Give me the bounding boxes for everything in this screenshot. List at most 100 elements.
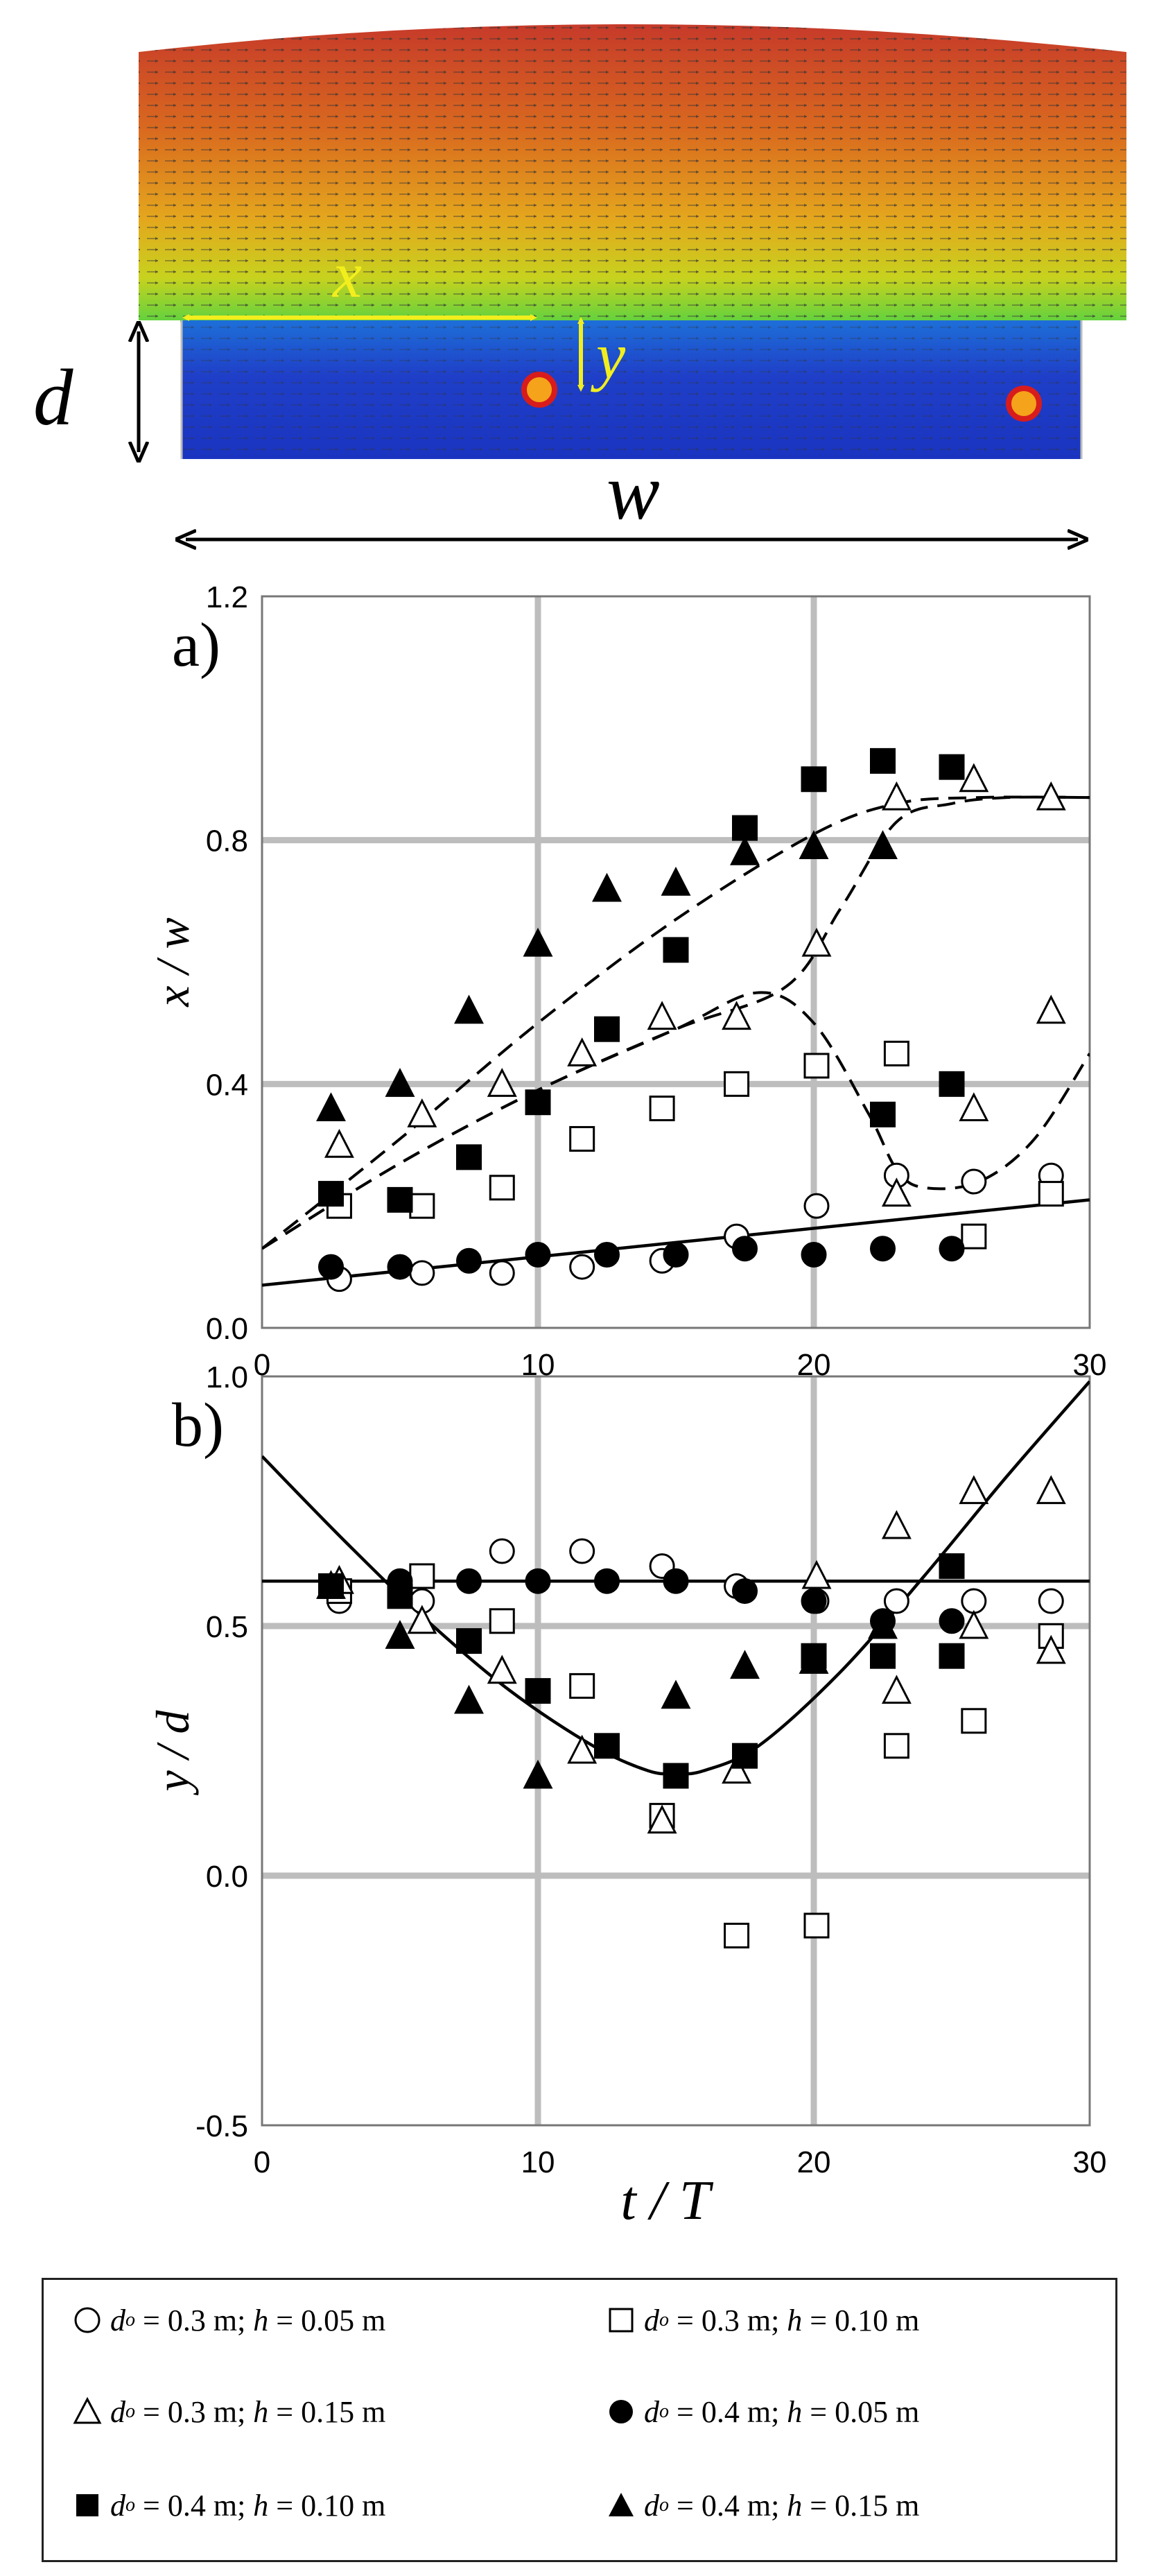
data-point bbox=[732, 1578, 758, 1605]
data-point bbox=[939, 1608, 965, 1634]
triangle-filled-marker-icon bbox=[609, 2493, 634, 2516]
dashed-trend-curve bbox=[262, 795, 1090, 1250]
data-point bbox=[1036, 1634, 1066, 1664]
data-point bbox=[569, 1125, 595, 1152]
data-point bbox=[722, 1001, 752, 1030]
data-point bbox=[663, 937, 689, 963]
w-label: w bbox=[607, 448, 660, 536]
data-point bbox=[801, 927, 832, 957]
series-triangle-filled bbox=[316, 1570, 898, 1789]
series-square-filled bbox=[318, 1553, 965, 1789]
data-point bbox=[661, 1679, 691, 1709]
data-point bbox=[961, 1168, 987, 1195]
plot-frame bbox=[261, 1375, 1091, 2127]
data-point bbox=[803, 1193, 830, 1219]
data-point bbox=[523, 1759, 553, 1789]
series-square-open bbox=[326, 1563, 1064, 1948]
data-point bbox=[730, 836, 760, 865]
data-point bbox=[525, 1089, 551, 1116]
data-point bbox=[387, 1186, 413, 1213]
data-point bbox=[722, 1754, 752, 1784]
y-axis-title: y / d bbox=[146, 1709, 199, 1795]
data-point bbox=[799, 1645, 829, 1674]
data-point bbox=[489, 1608, 515, 1634]
data-point bbox=[407, 1605, 437, 1634]
data-point bbox=[594, 1568, 620, 1594]
data-point bbox=[1036, 781, 1066, 811]
legend-d0-value: 0.4 m bbox=[167, 2488, 238, 2523]
data-point bbox=[407, 1098, 437, 1127]
data-point bbox=[489, 1538, 515, 1564]
data-point bbox=[1036, 1475, 1066, 1505]
data-point bbox=[525, 1242, 551, 1268]
x-tick-label: 10 bbox=[521, 2145, 555, 2179]
y-tick-label: 0.4 bbox=[206, 1068, 248, 1102]
data-point bbox=[961, 1588, 987, 1614]
data-point bbox=[959, 1475, 989, 1505]
data-point bbox=[959, 1609, 989, 1639]
data-point bbox=[939, 1643, 965, 1669]
data-point bbox=[881, 1510, 912, 1539]
data-point bbox=[594, 1733, 620, 1759]
legend-h-value: 0.15 m bbox=[301, 2394, 386, 2429]
data-point bbox=[961, 1708, 987, 1734]
data-point bbox=[883, 1588, 909, 1614]
y-label: y bbox=[591, 319, 626, 392]
panel-label: a) bbox=[172, 611, 220, 680]
data-point bbox=[870, 1236, 896, 1262]
data-point bbox=[724, 1922, 750, 1948]
data-point bbox=[318, 1254, 344, 1280]
data-point bbox=[569, 1254, 595, 1280]
data-point bbox=[525, 1568, 551, 1594]
data-point bbox=[870, 1643, 896, 1669]
y-tick-label: 0.5 bbox=[206, 1610, 248, 1644]
data-point bbox=[803, 1912, 830, 1939]
data-point bbox=[567, 1037, 598, 1066]
data-point bbox=[454, 1684, 484, 1714]
data-point bbox=[647, 1804, 677, 1834]
data-point bbox=[594, 1016, 620, 1042]
data-point bbox=[649, 1096, 675, 1121]
y-tick-label: 0.0 bbox=[206, 1312, 248, 1346]
data-point bbox=[324, 1128, 354, 1158]
data-point bbox=[732, 815, 758, 841]
y-axis-title: x / w bbox=[146, 917, 199, 1007]
data-point bbox=[868, 1609, 898, 1639]
figure: x y d w 0.0 0.4 0.8 1.2 0 10 20 30 a) x / w -0.5 0… bbox=[33, 24, 1126, 2231]
legend-h-value: 0.15 m bbox=[835, 2488, 920, 2523]
data-point bbox=[663, 1242, 689, 1268]
data-point bbox=[523, 927, 553, 957]
data-point bbox=[316, 1570, 346, 1599]
data-point bbox=[1038, 1588, 1064, 1614]
y-tick-label: 1.0 bbox=[206, 1360, 248, 1394]
data-point bbox=[881, 781, 912, 811]
data-point bbox=[318, 1181, 344, 1207]
legend-d0-value: 0.4 m bbox=[701, 2488, 772, 2523]
data-point bbox=[1036, 994, 1066, 1024]
series-square-filled bbox=[318, 747, 965, 1213]
d-label: d bbox=[33, 354, 73, 442]
data-point bbox=[801, 766, 827, 793]
data-point bbox=[487, 1654, 517, 1684]
data-point bbox=[487, 1068, 517, 1097]
series-triangle-filled bbox=[316, 830, 898, 1121]
data-point bbox=[385, 1620, 415, 1649]
data-point bbox=[567, 1734, 598, 1764]
data-point bbox=[1038, 1181, 1064, 1207]
data-point bbox=[316, 1092, 346, 1121]
data-point bbox=[881, 1675, 912, 1704]
data-point bbox=[868, 830, 898, 859]
panel-a-x-over-w: 0.00.40.81.20 10 20 30a)x / w bbox=[146, 580, 1106, 1382]
square-filled-marker-icon bbox=[76, 2494, 98, 2516]
data-point bbox=[883, 1040, 909, 1066]
data-point bbox=[730, 1650, 760, 1679]
x-tick-label: 0 bbox=[254, 2145, 270, 2179]
vortex-particle-right bbox=[1006, 386, 1042, 422]
data-point bbox=[663, 1568, 689, 1594]
data-point bbox=[663, 1763, 689, 1789]
legend-h-value: 0.05 m bbox=[301, 2303, 386, 2337]
